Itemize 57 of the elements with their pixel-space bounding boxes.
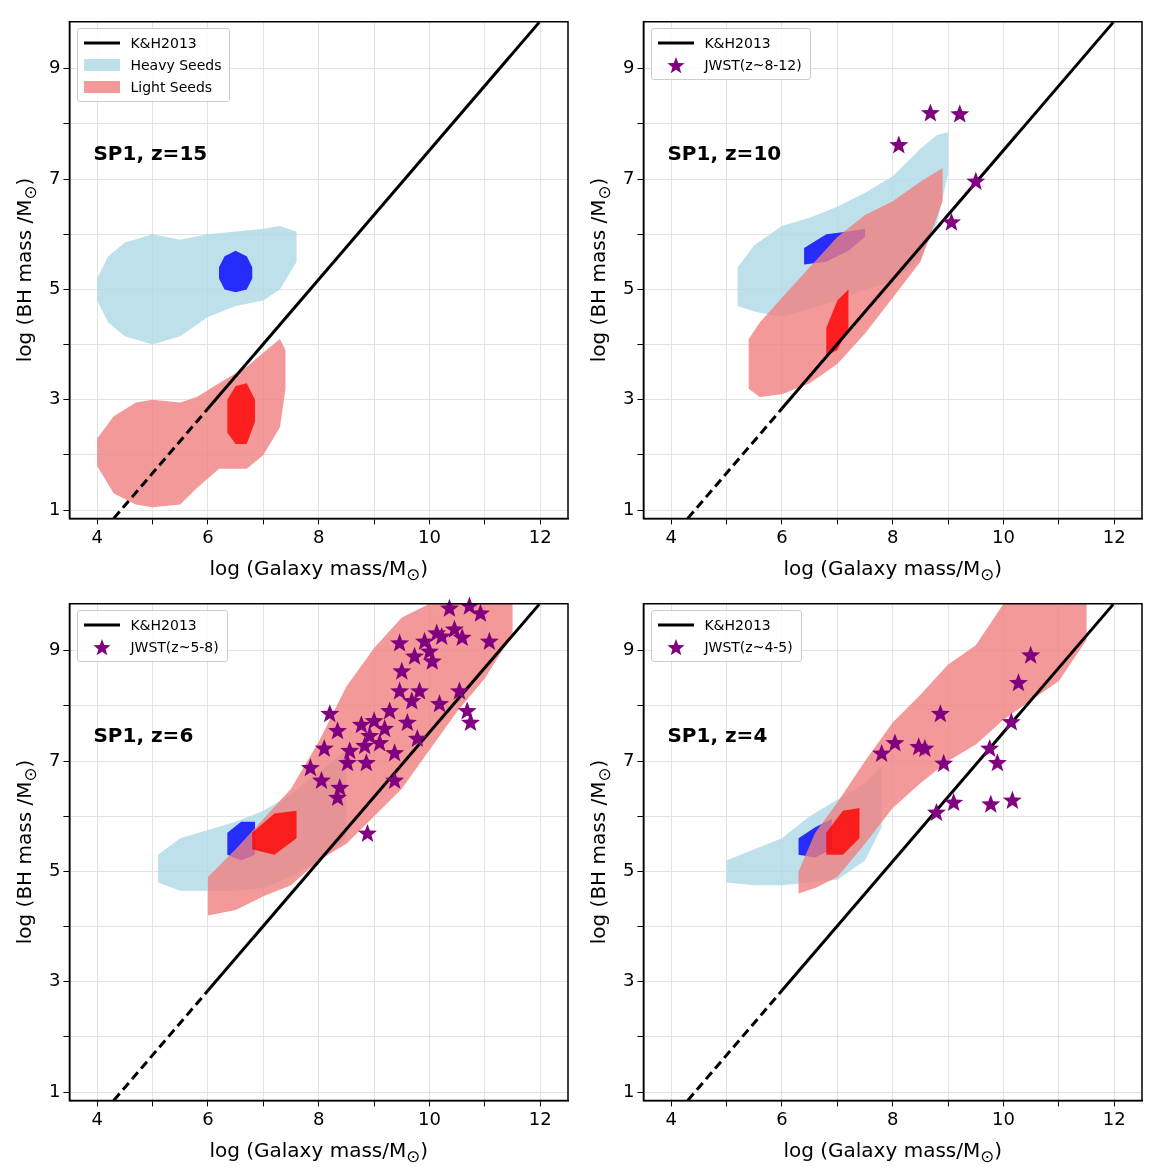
x-axis-title: log (Galaxy mass/M$_{⊙}$)	[782, 1138, 1003, 1166]
x-tick-label: 12	[1102, 1107, 1126, 1129]
x-tick-label: 10	[418, 1107, 441, 1129]
y-tick-label: 7	[49, 166, 61, 188]
x-axis-title: log (Galaxy mass/M$_{⊙}$)	[208, 556, 429, 584]
legend-label: JWST(z~8-12)	[704, 56, 802, 73]
x-tick-label: 6	[776, 525, 788, 547]
x-tick-label: 4	[665, 525, 677, 547]
y-tick-label: 1	[49, 497, 61, 519]
y-tick-label: 9	[623, 56, 635, 78]
y-tick-label: 3	[49, 387, 61, 409]
y-tick-label: 9	[49, 638, 61, 660]
x-tick-label: 10	[992, 1107, 1015, 1129]
y-tick-label: 3	[49, 969, 61, 991]
legend-label: JWST(z~5-8)	[130, 638, 219, 655]
x-tick-label: 4	[665, 1107, 677, 1129]
x-tick-label: 12	[528, 525, 552, 547]
y-tick-label: 1	[623, 1079, 635, 1101]
y-tick-label: 1	[49, 1079, 61, 1101]
x-tick-label: 4	[91, 1107, 103, 1129]
y-tick-label: 3	[623, 969, 635, 991]
x-tick-label: 8	[313, 1107, 325, 1129]
annotation: SP1, z=15	[93, 140, 208, 165]
annotation: SP1, z=6	[93, 722, 194, 747]
x-tick-label: 4	[91, 525, 103, 547]
annotation: SP1, z=4	[667, 722, 768, 747]
x-tick-label: 6	[776, 1107, 788, 1129]
x-tick-label: 12	[1102, 525, 1126, 547]
legend-label: JWST(z~4-5)	[704, 638, 793, 655]
y-tick-label: 5	[49, 277, 61, 299]
y-tick-label: 9	[49, 56, 61, 78]
x-tick-label: 8	[887, 1107, 899, 1129]
y-tick-label: 5	[623, 859, 635, 881]
annotation: SP1, z=10	[667, 140, 782, 165]
legend-label: K&H2013	[704, 616, 771, 633]
x-tick-label: 12	[528, 1107, 552, 1129]
legend-label: K&H2013	[130, 34, 197, 51]
legend-label: K&H2013	[130, 616, 197, 633]
y-tick-label: 5	[623, 277, 635, 299]
y-tick-label: 5	[49, 859, 61, 881]
y-tick-label: 1	[623, 497, 635, 519]
y-tick-label: 7	[49, 748, 61, 770]
x-tick-label: 6	[202, 525, 214, 547]
x-tick-label: 8	[887, 525, 899, 547]
x-axis-title: log (Galaxy mass/M$_{⊙}$)	[208, 1138, 429, 1166]
y-tick-label: 7	[623, 166, 635, 188]
legend-label: Heavy Seeds	[130, 56, 222, 73]
x-tick-label: 10	[418, 525, 441, 547]
legend-label: Light Seeds	[130, 78, 213, 95]
x-tick-label: 10	[992, 525, 1015, 547]
y-tick-label: 7	[623, 748, 635, 770]
x-tick-label: 8	[313, 525, 325, 547]
y-tick-label: 3	[623, 387, 635, 409]
x-axis-title: log (Galaxy mass/M$_{⊙}$)	[782, 556, 1003, 584]
legend-label: K&H2013	[704, 34, 771, 51]
y-tick-label: 9	[623, 638, 635, 660]
x-tick-label: 6	[202, 1107, 214, 1129]
